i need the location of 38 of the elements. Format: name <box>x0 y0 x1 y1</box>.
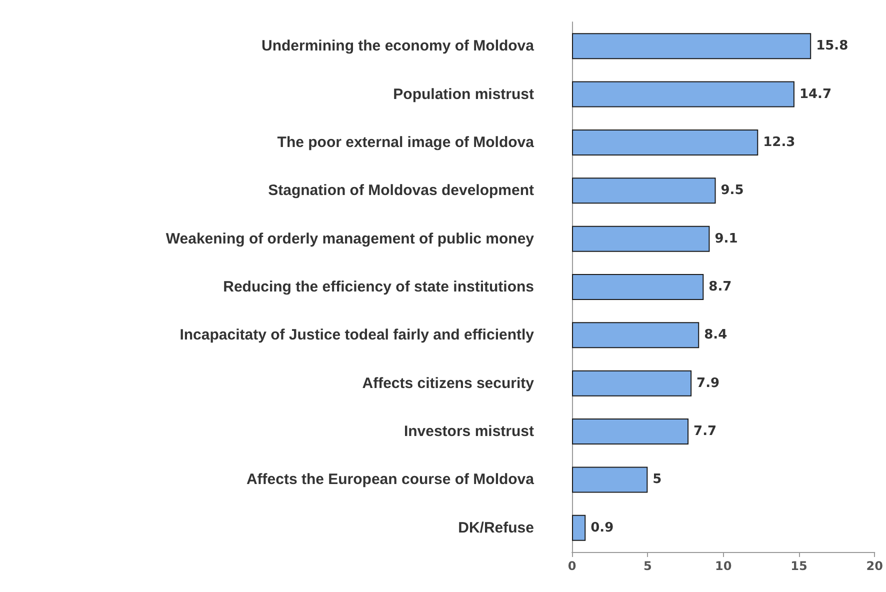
bar <box>572 226 710 252</box>
y-tick-label: Population mistrust <box>393 86 534 103</box>
data-label: 8.4 <box>704 328 728 343</box>
bar <box>572 322 700 348</box>
data-label: 12.3 <box>763 134 796 150</box>
y-tick-label: The poor external image of Moldova <box>277 134 535 151</box>
data-label: 7.9 <box>696 376 720 391</box>
bar <box>572 178 716 204</box>
x-tick-label: 10 <box>714 559 732 573</box>
y-tick-label: Investors mistrust <box>404 423 534 440</box>
bar <box>572 370 692 396</box>
data-label: 7.7 <box>694 424 717 440</box>
data-label: 8.7 <box>708 280 732 294</box>
bar <box>572 33 812 60</box>
data-label: 9.1 <box>714 231 738 246</box>
y-tick-label: Incapacitaty of Justice todeal fairly and efficiently <box>180 326 535 344</box>
data-label: 15.8 <box>816 38 848 54</box>
y-tick-label: Weakening of orderly management of public money <box>166 230 535 248</box>
bar <box>572 466 648 493</box>
data-label: 9.5 <box>720 183 744 198</box>
bar <box>572 514 586 541</box>
y-tick-label: Affects the European course of Moldova <box>246 471 535 488</box>
y-tick-label: DK/Refuse <box>458 519 534 536</box>
x-tick-label: 0 <box>568 559 576 573</box>
y-tick-label: Reducing the efficiency of state institutions <box>223 278 534 296</box>
y-tick-label: Undermining the economy of Moldova <box>261 38 535 55</box>
y-tick-label: Stagnation of Moldovas development <box>268 182 534 200</box>
bar <box>572 274 704 300</box>
x-tick-label: 5 <box>643 559 652 573</box>
data-label: 0.9 <box>590 520 614 536</box>
bar <box>572 81 794 108</box>
bar <box>572 418 689 445</box>
y-tick-label: Affects citizens security <box>362 374 535 392</box>
x-tick-label: 20 <box>866 559 883 573</box>
data-label: 14.7 <box>799 86 832 102</box>
x-tick-label: 15 <box>790 559 808 573</box>
bar <box>572 129 758 156</box>
data-label: 5 <box>652 472 662 488</box>
